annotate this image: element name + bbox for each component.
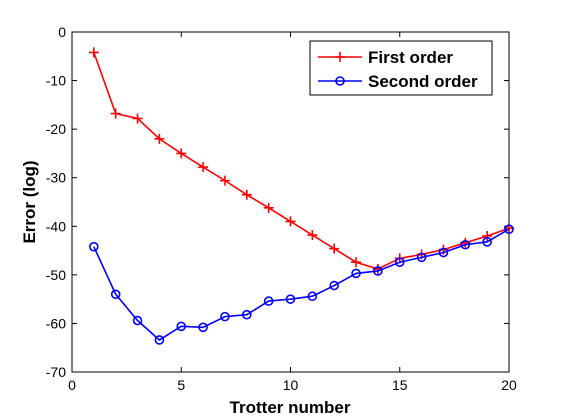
- data-point-second-order: [482, 237, 492, 247]
- y-axis-title: Error (log): [20, 160, 39, 243]
- y-tick-label: 0: [58, 24, 66, 40]
- data-point-second-order: [154, 335, 165, 345]
- data-point-second-order: [176, 321, 187, 332]
- data-point-first-order: [329, 243, 340, 254]
- data-point-first-order: [482, 231, 493, 241]
- legend: First order Second order: [309, 40, 493, 96]
- y-tick-label: -40: [46, 218, 66, 234]
- data-point-second-order: [373, 266, 383, 276]
- x-tick-label: 15: [392, 377, 408, 393]
- legend-marker-plus-icon: [335, 52, 345, 62]
- series-second-order: [89, 224, 514, 345]
- data-point-first-order: [219, 175, 230, 186]
- data-point-second-order: [307, 291, 318, 302]
- data-point-first-order: [110, 108, 121, 119]
- x-tick-label: 0: [68, 377, 76, 393]
- data-point-first-order: [351, 257, 362, 268]
- data-point-first-order: [132, 113, 143, 124]
- data-point-second-order: [89, 241, 99, 252]
- data-point-second-order: [242, 309, 252, 320]
- data-point-first-order: [176, 148, 187, 159]
- x-tick-label: 20: [501, 377, 517, 393]
- data-point-second-order: [504, 224, 514, 234]
- x-tick-label: 10: [283, 377, 299, 393]
- y-tick-label: -70: [46, 364, 66, 380]
- series-layer: [88, 47, 514, 345]
- legend-item-first-order: First order: [318, 48, 453, 67]
- x-axis-title: Trotter number: [230, 398, 351, 417]
- data-point-second-order: [460, 239, 471, 250]
- data-point-second-order: [198, 322, 208, 333]
- data-point-first-order: [198, 162, 209, 173]
- x-tick-label: 5: [177, 377, 185, 393]
- data-point-first-order: [241, 189, 252, 200]
- data-point-second-order: [132, 315, 143, 326]
- data-point-second-order: [438, 247, 449, 258]
- legend-marker-circle-icon: [335, 76, 345, 86]
- data-point-second-order: [263, 296, 274, 306]
- data-point-first-order: [263, 202, 274, 213]
- y-tick-label: -30: [46, 170, 66, 186]
- legend-label-first-order: First order: [368, 48, 453, 67]
- data-point-second-order: [394, 257, 405, 268]
- data-point-second-order: [329, 280, 340, 291]
- data-point-first-order: [285, 216, 296, 227]
- legend-label-second-order: Second order: [368, 72, 478, 91]
- data-point-first-order: [307, 230, 318, 241]
- legend-box: [309, 40, 493, 96]
- legend-item-second-order: Second order: [318, 72, 478, 91]
- data-point-second-order: [220, 311, 230, 322]
- y-tick-label: -20: [46, 121, 66, 137]
- data-point-second-order: [285, 294, 296, 304]
- data-point-first-order: [154, 133, 165, 144]
- axis-ticks: 0 5 10 15 20 0 -10 -20 -30 -40 -50 -60 -70: [46, 24, 517, 393]
- data-point-second-order: [416, 252, 427, 263]
- y-tick-label: -50: [46, 267, 66, 283]
- data-point-second-order: [351, 268, 361, 279]
- y-tick-label: -10: [46, 73, 66, 89]
- data-point-first-order: [88, 47, 99, 58]
- y-tick-label: -60: [46, 315, 66, 331]
- data-point-second-order: [110, 289, 121, 300]
